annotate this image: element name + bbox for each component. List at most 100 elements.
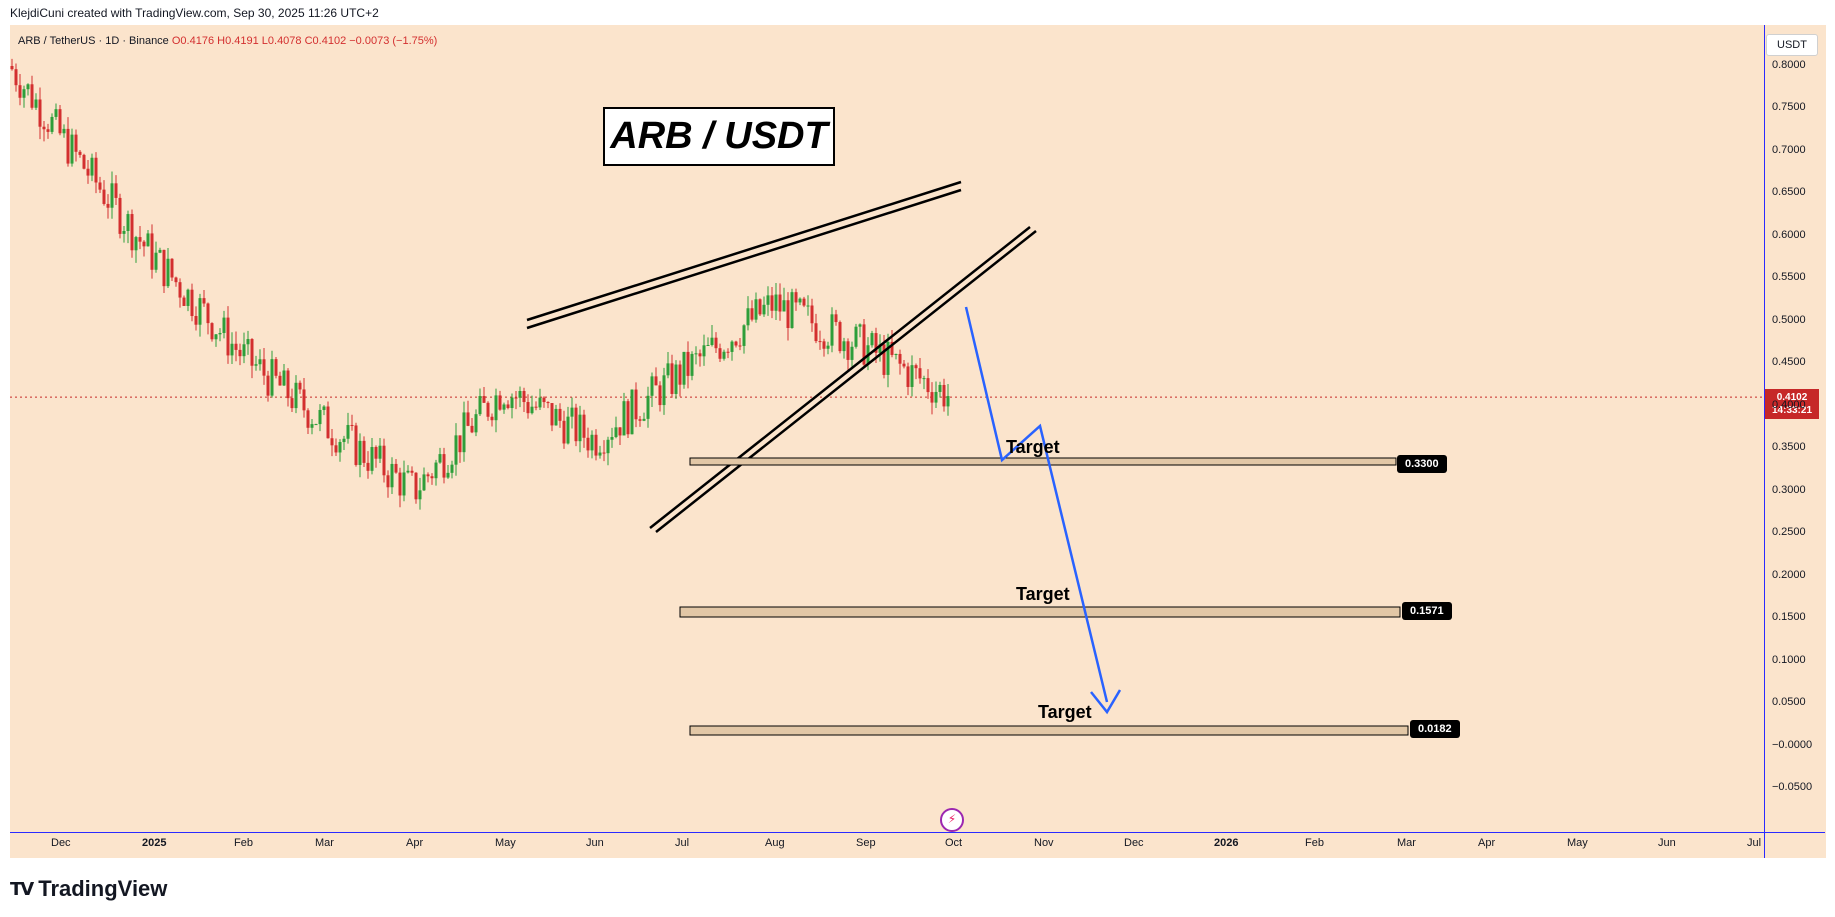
x-tick-label: May (495, 837, 516, 849)
candle-body (486, 402, 490, 417)
y-tick-label: 0.5500 (1772, 271, 1806, 284)
candle-body (142, 241, 146, 247)
candle-body (598, 452, 602, 456)
target-value-1: 0.3300 (1397, 455, 1447, 473)
candle-body (734, 341, 738, 346)
candle-body (930, 392, 934, 403)
candle-body (62, 128, 66, 134)
candle-body (650, 376, 654, 396)
candle-body (610, 437, 614, 440)
candle-body (242, 344, 246, 357)
time-axis[interactable] (10, 832, 1825, 859)
price-axis[interactable] (1764, 25, 1826, 858)
candle-body (842, 341, 846, 352)
candle-body (282, 370, 286, 386)
candle-body (722, 351, 726, 359)
y-tick-label: 0.7500 (1772, 101, 1806, 114)
candle-body (94, 157, 98, 183)
x-tick-label: Sep (856, 837, 876, 849)
candle-body (870, 333, 874, 346)
candle-body (70, 134, 74, 164)
target-label-2: Target (1016, 584, 1070, 604)
chart-area[interactable] (10, 25, 1764, 858)
candle-body (134, 237, 138, 251)
candle-body (186, 289, 190, 306)
candle-body (334, 445, 338, 453)
candle-body (294, 382, 298, 409)
candle-body (206, 303, 210, 324)
y-tick-label: −0.0000 (1772, 738, 1813, 751)
candle-body (430, 476, 434, 479)
candle-body (778, 294, 782, 312)
candle-body (850, 346, 854, 360)
x-tick-label: Nov (1034, 837, 1054, 849)
y-tick-label: 0.0500 (1772, 696, 1806, 709)
candle-body (590, 434, 594, 451)
target-zone-2 (679, 606, 1401, 618)
candle-body (358, 440, 362, 465)
x-tick-label: Oct (945, 837, 963, 849)
x-tick-label: Apr (1478, 837, 1496, 849)
tradingview-logo-text: TradingView (38, 876, 168, 901)
currency-button[interactable]: USDT (1766, 34, 1818, 56)
candle-body (254, 364, 258, 366)
candle-body (618, 427, 622, 436)
y-tick-label: 0.3000 (1772, 483, 1806, 496)
candle-body (374, 447, 378, 459)
candle-body (854, 326, 858, 347)
candle-body (110, 183, 114, 208)
candle-body (450, 464, 454, 473)
y-tick-label: 0.1500 (1772, 611, 1806, 624)
x-tick-label: Aug (765, 837, 785, 849)
candle-body (682, 351, 686, 385)
candle-body (138, 237, 142, 242)
candle-body (766, 295, 770, 305)
candle-body (330, 438, 334, 446)
candle-body (574, 407, 578, 442)
candle-body (54, 109, 58, 117)
candle-body (126, 214, 130, 231)
candle-body (298, 382, 302, 390)
candle-body (154, 252, 158, 270)
indicator-icon[interactable]: ⚡ (940, 808, 964, 832)
candle-body (674, 364, 678, 394)
y-tick-label: 0.6500 (1772, 186, 1806, 199)
candle-body (894, 353, 898, 355)
y-tick-label: 0.1000 (1772, 653, 1806, 666)
candle-body (326, 406, 330, 439)
x-tick-label: Feb (234, 837, 253, 849)
candle-body (218, 332, 222, 335)
candle-body (914, 365, 918, 369)
candle-body (706, 344, 710, 346)
candle-body (502, 404, 506, 410)
candle-body (278, 375, 282, 386)
candle-body (30, 84, 34, 108)
ohlc-values: O0.4176 H0.4191 L0.4078 C0.4102 −0.0073 … (171, 35, 438, 47)
candle-body (858, 324, 862, 327)
candle-body (338, 442, 342, 453)
candle-body (746, 308, 750, 326)
candle-body (198, 298, 202, 325)
candle-body (810, 305, 814, 324)
candle-body (414, 472, 418, 500)
candle-body (742, 325, 746, 346)
wedge-upper-line (526, 180, 962, 322)
candle-body (878, 344, 882, 353)
candle-body (902, 363, 906, 367)
candle-body (874, 333, 878, 353)
candle-body (514, 397, 518, 399)
tradingview-logo[interactable]: 𝗧𝗩 TradingView (10, 876, 167, 902)
candle-body (274, 359, 278, 376)
candle-body (794, 292, 798, 303)
candle-body (638, 419, 642, 421)
candle-body (774, 294, 778, 311)
candle-body (370, 447, 374, 471)
x-tick-label: Mar (1397, 837, 1416, 849)
candle-body (538, 397, 542, 408)
candle-body (270, 359, 274, 396)
candle-body (118, 197, 122, 234)
candle-body (90, 157, 94, 176)
candle-body (458, 435, 462, 453)
candle-body (226, 317, 230, 356)
x-tick-label: Jun (1658, 837, 1676, 849)
